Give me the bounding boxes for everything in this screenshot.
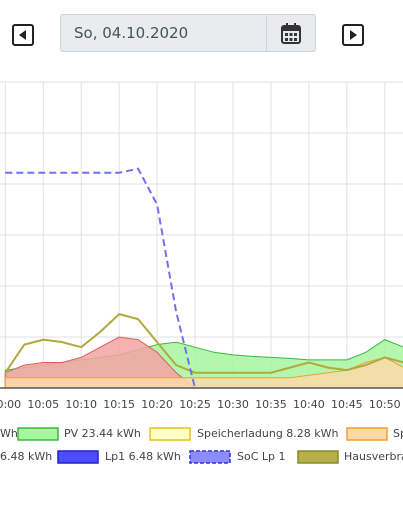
- x-tick-label: 10:30: [217, 398, 249, 411]
- legend-label: Hausverbra: [344, 450, 403, 463]
- legend-label: Sp: [393, 427, 403, 440]
- legend-label: Lp1 6.48 kWh: [105, 450, 181, 463]
- x-tick-label: 10:15: [103, 398, 135, 411]
- line: [4, 312, 403, 374]
- legend-swatch: [297, 450, 339, 464]
- x-tick-label: 10:45: [331, 398, 363, 411]
- x-tick-label: 10:50: [369, 398, 401, 411]
- x-tick-label: 10:10: [65, 398, 97, 411]
- x-tick-label: 10:40: [293, 398, 325, 411]
- legend-label: 6.48 kWh: [0, 450, 52, 463]
- legend-swatch: [17, 427, 59, 441]
- x-tick-label: 10:20: [141, 398, 173, 411]
- date-input[interactable]: So, 04.10.2020: [60, 14, 267, 52]
- x-tick-label: 10:25: [179, 398, 211, 411]
- legend-swatch: [346, 427, 388, 441]
- calendar-button[interactable]: [266, 14, 316, 52]
- x-tick-label: 10:00: [0, 398, 21, 411]
- legend-label: PV 23.44 kWh: [64, 427, 141, 440]
- legend-label: Speicherladung 8.28 kWh: [197, 427, 339, 440]
- calendar-icon: [281, 23, 301, 44]
- next-day-button[interactable]: [342, 24, 364, 46]
- legend-swatch: [149, 427, 191, 441]
- legend-label: SoC Lp 1: [237, 450, 286, 463]
- line: [5, 167, 196, 389]
- legend-swatch: [189, 450, 231, 464]
- x-tick-label: 10:35: [255, 398, 287, 411]
- legend-swatch: [57, 450, 99, 464]
- x-tick-label: 10:05: [27, 398, 59, 411]
- legend-label: Wh: [0, 427, 18, 440]
- prev-day-button[interactable]: [12, 24, 34, 46]
